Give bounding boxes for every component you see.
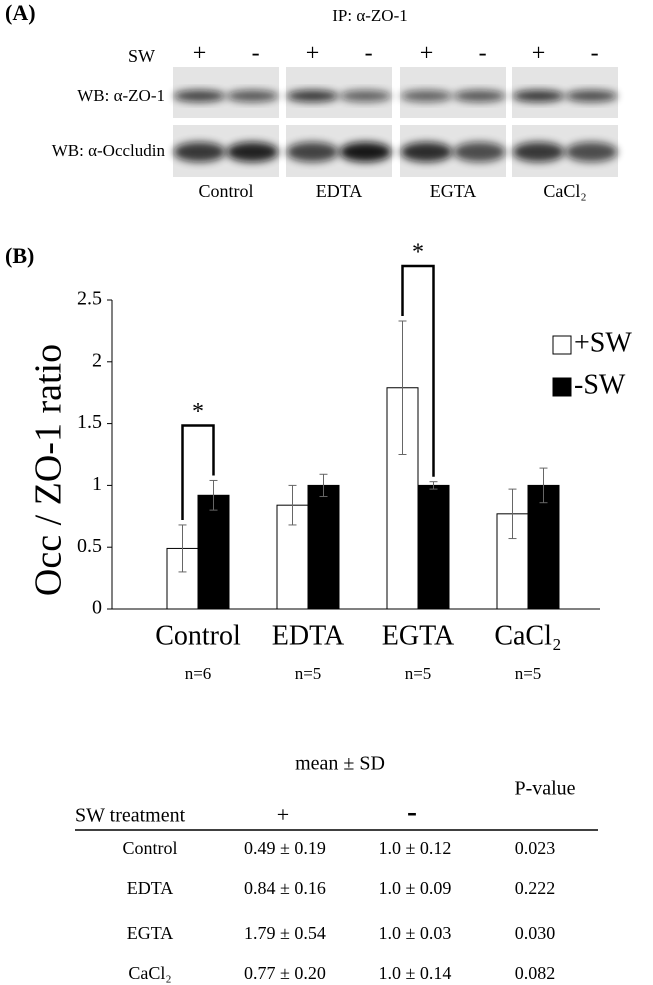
table-header: P-value [514, 778, 575, 800]
ip-label: IP: α-ZO-1 [332, 6, 407, 25]
group-label: Control [198, 181, 253, 201]
legend-swatch [552, 377, 572, 397]
table-cell: 0.023 [515, 838, 556, 858]
blot-band [400, 90, 453, 102]
y-tick-label: 0 [92, 597, 102, 619]
table-cell: 0.84 ± 0.16 [244, 878, 326, 898]
lane-sign: - [479, 41, 487, 67]
table-cell: CaCl₂ [128, 963, 171, 983]
table-header: - [407, 795, 417, 828]
y-tick-label: 1 [92, 473, 102, 495]
table-header: SW treatment [75, 805, 186, 827]
y-tick-label: 2 [92, 349, 102, 371]
blot-band [453, 142, 506, 162]
blot-band [512, 142, 565, 162]
lane-sign: - [365, 41, 373, 67]
lane-sign: - [591, 41, 599, 67]
blot-band [339, 142, 392, 162]
blot-band [226, 90, 279, 102]
bar [276, 504, 309, 610]
table-cell: 1.0 ± 0.09 [379, 878, 452, 898]
table-cell: EDTA [127, 878, 174, 898]
lane-sign: - [252, 41, 260, 67]
sw-label: SW [128, 46, 155, 66]
group-label: CaCl₂ [543, 181, 586, 201]
x-tick-label: EDTA [272, 620, 345, 651]
table-cell: 1.0 ± 0.03 [379, 923, 452, 943]
bar [527, 484, 560, 610]
table-cell: 1.0 ± 0.14 [379, 963, 452, 983]
blot-band [226, 142, 279, 162]
table-cell: Control [122, 838, 177, 858]
blot-band [453, 90, 506, 102]
legend-swatch [552, 335, 572, 355]
row-label: WB: α-ZO-1 [77, 86, 165, 105]
significance-star: * [412, 240, 424, 266]
blot-band [565, 90, 618, 102]
blot-band [173, 142, 226, 162]
n-label: n=5 [295, 664, 322, 683]
blot-band [173, 90, 226, 102]
panel-label: (B) [5, 243, 34, 268]
y-tick-label: 2.5 [77, 288, 102, 310]
table-cell: 0.030 [515, 923, 556, 943]
n-label: n=5 [405, 664, 432, 683]
x-tick-label: Control [155, 620, 241, 651]
lane-sign: + [420, 41, 434, 67]
table-header: + [277, 802, 289, 827]
y-axis-label: Occ / ZO-1 ratio [28, 344, 70, 596]
y-tick-label: 1.5 [77, 411, 102, 433]
lane-sign: + [306, 41, 320, 67]
blot-band [286, 90, 339, 102]
table-header: mean ± SD [295, 753, 385, 775]
blot-band [512, 90, 565, 102]
table-cell: 0.77 ± 0.20 [244, 963, 326, 983]
bar [307, 484, 340, 610]
n-label: n=6 [185, 664, 212, 683]
table-cell: 0.082 [515, 963, 556, 983]
lane-sign: + [193, 41, 207, 67]
bar [197, 494, 230, 610]
table-cell: 0.222 [515, 878, 556, 898]
table-cell: 1.79 ± 0.54 [244, 923, 326, 943]
significance-bracket [181, 424, 215, 520]
blot-band [565, 142, 618, 162]
table-cell: 0.49 ± 0.19 [244, 838, 326, 858]
lane-sign: + [532, 41, 546, 67]
significance-bracket [401, 264, 435, 477]
group-label: EGTA [430, 181, 477, 201]
x-tick-label: EGTA [382, 620, 455, 651]
blot-band [339, 90, 392, 102]
panel-label: (A) [5, 0, 36, 25]
table-cell: EGTA [127, 923, 174, 943]
y-tick-label: 0.5 [77, 535, 102, 557]
table-cell: 1.0 ± 0.12 [379, 838, 452, 858]
x-tick-label: CaCl₂ [494, 620, 561, 651]
group-label: EDTA [316, 181, 363, 201]
legend-label: +SW [574, 327, 632, 358]
row-label: WB: α-Occludin [52, 141, 166, 160]
blot-band [286, 142, 339, 162]
significance-star: * [192, 399, 204, 425]
bar [417, 484, 450, 610]
blot-band [400, 142, 453, 162]
n-label: n=5 [515, 664, 542, 683]
legend-label: -SW [574, 369, 626, 400]
